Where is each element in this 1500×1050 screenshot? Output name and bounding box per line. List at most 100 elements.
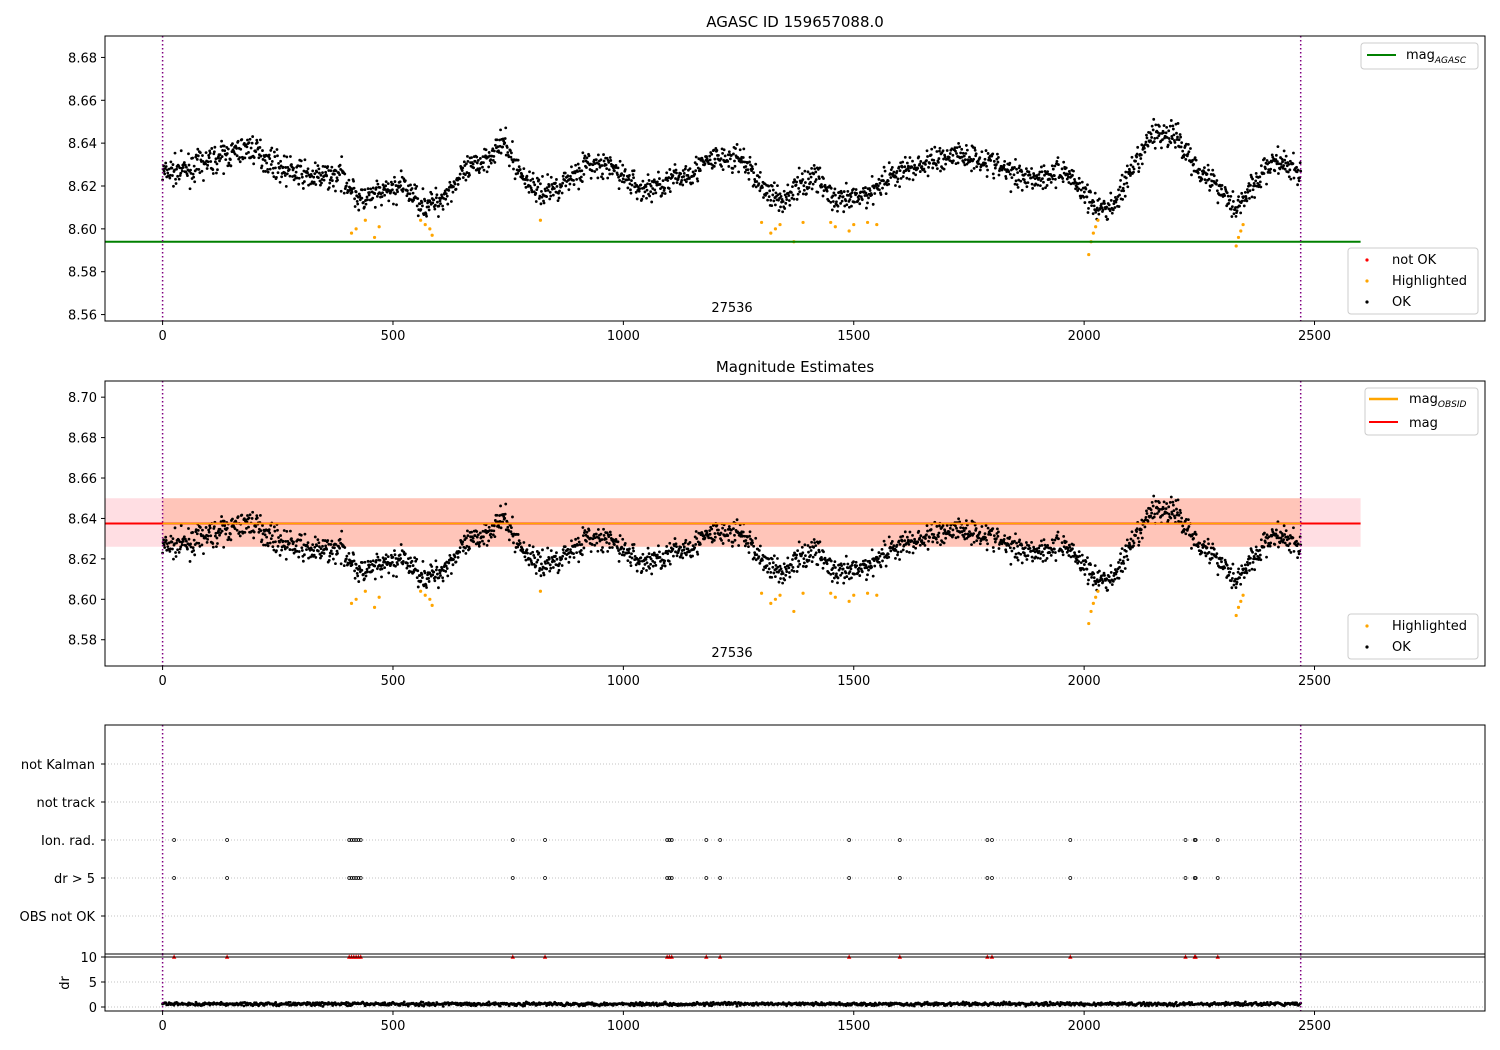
ok-point	[327, 558, 331, 562]
flag-point	[358, 838, 363, 842]
ok-point	[518, 168, 522, 171]
ok-point	[478, 531, 482, 535]
ok-point	[1244, 569, 1248, 573]
ok-point	[900, 539, 904, 543]
ok-point	[682, 548, 686, 552]
ok-point	[1115, 197, 1119, 201]
ok-point	[495, 138, 499, 142]
ok-point	[201, 534, 205, 538]
ok-point	[1248, 569, 1251, 572]
ok-point	[535, 188, 539, 191]
ok-point	[726, 159, 730, 163]
ok-point	[849, 567, 853, 571]
ok-point	[647, 179, 651, 182]
ok-point	[916, 540, 920, 544]
ok-point	[1205, 546, 1209, 550]
ok-point	[757, 175, 761, 179]
ok-point	[283, 545, 287, 548]
ok-point	[1236, 570, 1240, 574]
ok-point	[1276, 145, 1280, 149]
ok-point	[1282, 538, 1286, 542]
flag-point	[1193, 838, 1198, 842]
ok-point	[312, 175, 316, 179]
ok-point	[323, 539, 327, 542]
ok-point	[842, 581, 846, 585]
ok-point	[284, 166, 288, 169]
ok-point	[540, 568, 544, 571]
ok-point	[1225, 563, 1229, 567]
ok-point	[870, 548, 874, 552]
ok-point	[1277, 172, 1280, 175]
ok-point	[1094, 210, 1098, 214]
ok-point	[806, 544, 810, 547]
ok-point	[1117, 576, 1121, 580]
ok-point	[470, 156, 473, 160]
ok-point	[746, 161, 749, 165]
ok-point	[529, 186, 533, 190]
ok-point	[1036, 183, 1040, 187]
ok-point	[488, 529, 492, 532]
ok-point	[1119, 552, 1122, 556]
ok-point	[416, 214, 420, 218]
ok-point	[796, 192, 800, 196]
flag-point	[704, 876, 709, 880]
ok-point	[374, 559, 378, 562]
ok-point	[1239, 211, 1243, 215]
ok-point	[488, 154, 492, 158]
ok-point	[548, 190, 552, 194]
ok-point	[895, 169, 899, 173]
ok-point	[1041, 550, 1044, 554]
ok-point	[629, 561, 632, 564]
ok-point	[887, 182, 891, 186]
ok-point	[713, 157, 717, 161]
ok-point	[1007, 170, 1011, 174]
ok-point	[1097, 569, 1101, 573]
panel-2-title: Magnitude Estimates	[716, 358, 874, 376]
ok-point	[903, 165, 907, 169]
ok-point	[195, 167, 199, 171]
ok-point	[713, 532, 717, 535]
ok-point	[818, 540, 822, 544]
ok-point	[408, 192, 412, 196]
ok-point	[813, 180, 817, 184]
ok-point	[1106, 217, 1110, 221]
ok-point	[1257, 556, 1261, 560]
ok-point	[460, 542, 464, 546]
ok-point	[1288, 159, 1292, 163]
legend-box	[1347, 613, 1479, 660]
ok-point	[551, 193, 555, 197]
ok-point	[1169, 141, 1173, 145]
ok-point	[630, 179, 633, 182]
y-tick-label: 8.62	[68, 180, 97, 195]
ok-point	[1003, 541, 1007, 545]
flag-point	[990, 876, 994, 880]
ok-point	[1203, 540, 1206, 543]
ok-point	[1237, 195, 1240, 199]
ok-point	[365, 567, 369, 571]
ok-point	[947, 530, 951, 534]
highlighted-point	[363, 218, 367, 222]
ok-point	[755, 180, 759, 183]
ok-point	[834, 193, 837, 197]
flag-point	[349, 876, 354, 880]
ok-point	[657, 170, 660, 174]
ok-point	[432, 570, 436, 574]
ok-point	[421, 560, 425, 563]
ok-point	[602, 159, 606, 163]
ok-point	[580, 543, 584, 546]
ok-point	[825, 189, 829, 193]
ok-point	[671, 174, 675, 177]
ok-point	[908, 177, 911, 181]
ok-point	[962, 154, 966, 158]
ok-point	[901, 160, 905, 164]
ok-point	[1129, 163, 1133, 167]
ok-point	[205, 540, 209, 544]
ok-point	[719, 531, 723, 535]
ok-point	[437, 576, 441, 580]
ok-point	[747, 545, 750, 549]
ok-point	[1026, 554, 1030, 558]
ok-point	[1187, 525, 1191, 528]
ok-point	[1124, 170, 1128, 174]
ok-point	[1184, 532, 1188, 536]
ok-point	[948, 526, 952, 530]
